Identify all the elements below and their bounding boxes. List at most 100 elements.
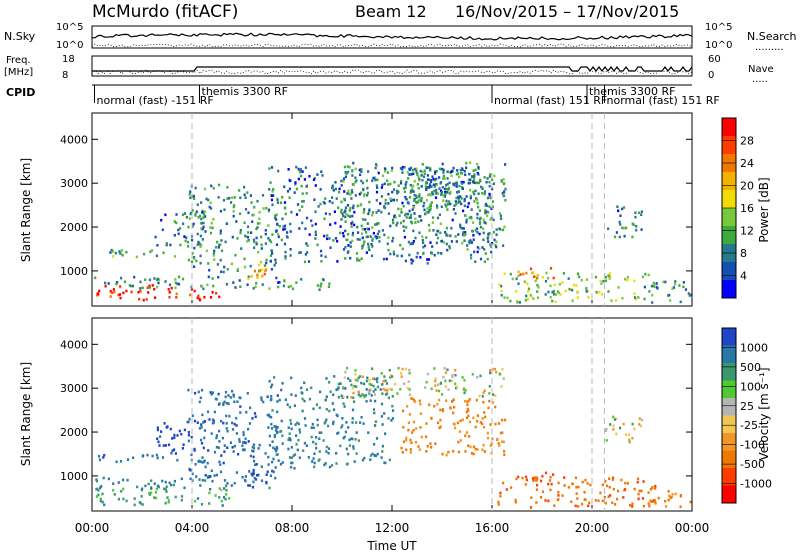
data-cell bbox=[642, 504, 645, 508]
data-cell bbox=[317, 459, 320, 462]
data-cell bbox=[424, 183, 427, 187]
data-cell bbox=[401, 201, 404, 205]
x-tick-label: 20:00 bbox=[575, 521, 610, 535]
data-cell bbox=[360, 170, 363, 173]
data-cell bbox=[468, 172, 471, 176]
data-cell bbox=[429, 193, 432, 197]
data-cell bbox=[160, 218, 163, 222]
data-cell bbox=[489, 243, 492, 246]
data-cell bbox=[223, 400, 226, 404]
data-cell bbox=[256, 199, 259, 203]
data-cell bbox=[209, 475, 212, 479]
data-cell bbox=[168, 481, 171, 485]
data-cell bbox=[222, 270, 225, 274]
data-cell bbox=[401, 247, 404, 251]
data-cell bbox=[688, 294, 691, 297]
data-cell bbox=[631, 235, 634, 239]
data-cell bbox=[206, 283, 209, 287]
data-cell bbox=[154, 235, 157, 239]
data-cell bbox=[325, 450, 328, 453]
data-cell bbox=[471, 175, 474, 178]
data-cell bbox=[624, 488, 627, 491]
data-cell bbox=[454, 212, 457, 215]
data-cell bbox=[483, 450, 486, 453]
data-cell bbox=[561, 494, 564, 497]
data-cell bbox=[515, 290, 518, 293]
data-cell bbox=[375, 437, 379, 440]
data-cell bbox=[435, 170, 438, 173]
data-cell bbox=[345, 172, 348, 175]
data-cell bbox=[303, 417, 307, 420]
data-cell bbox=[251, 274, 254, 278]
data-cell bbox=[253, 476, 256, 480]
data-cell bbox=[337, 386, 340, 389]
data-cell bbox=[130, 290, 133, 294]
data-cell bbox=[314, 442, 318, 446]
data-cell bbox=[502, 244, 505, 247]
data-cell bbox=[172, 483, 175, 487]
data-cell bbox=[381, 392, 384, 395]
data-cell bbox=[329, 223, 332, 226]
data-cell bbox=[360, 257, 363, 260]
data-cell bbox=[294, 181, 297, 184]
data-cell bbox=[599, 491, 602, 495]
data-cell bbox=[371, 213, 374, 217]
colorbar-tick: 24 bbox=[740, 157, 754, 170]
data-cell bbox=[682, 281, 685, 284]
data-cell bbox=[239, 196, 242, 200]
data-cell bbox=[151, 284, 154, 287]
data-cell bbox=[488, 205, 491, 208]
data-cell bbox=[147, 482, 150, 486]
data-cell bbox=[488, 194, 491, 197]
data-cell bbox=[441, 409, 445, 413]
data-cell bbox=[638, 417, 641, 420]
data-cell bbox=[287, 426, 290, 429]
data-cell bbox=[492, 367, 495, 371]
data-cell bbox=[470, 216, 473, 220]
data-cell bbox=[388, 458, 391, 462]
data-cell bbox=[298, 209, 301, 212]
data-cell bbox=[310, 386, 313, 390]
data-cell bbox=[212, 284, 215, 288]
data-cell bbox=[445, 233, 448, 236]
data-cell bbox=[426, 258, 429, 261]
data-cell bbox=[572, 283, 575, 287]
data-cell bbox=[487, 210, 490, 214]
data-cell bbox=[308, 397, 312, 401]
data-cell bbox=[502, 481, 505, 485]
data-cell bbox=[649, 499, 652, 503]
data-cell bbox=[297, 422, 300, 426]
data-cell bbox=[553, 292, 556, 296]
data-cell bbox=[197, 243, 200, 246]
data-cell bbox=[487, 240, 490, 243]
data-cell bbox=[193, 449, 196, 452]
data-cell bbox=[270, 415, 273, 419]
data-cell bbox=[376, 232, 379, 236]
data-cell bbox=[442, 174, 445, 178]
data-cell bbox=[492, 218, 495, 222]
data-cell bbox=[594, 275, 597, 279]
data-cell bbox=[276, 400, 279, 403]
data-cell bbox=[467, 409, 470, 412]
data-cell bbox=[379, 388, 382, 391]
data-cell bbox=[220, 454, 223, 457]
data-cell bbox=[157, 281, 160, 285]
data-cell bbox=[335, 388, 338, 392]
data-cell bbox=[509, 299, 512, 303]
data-cell bbox=[429, 183, 432, 186]
data-cell bbox=[310, 435, 313, 439]
data-cell bbox=[271, 203, 274, 207]
data-cell bbox=[298, 227, 301, 230]
data-cell bbox=[394, 216, 397, 219]
data-cell bbox=[218, 402, 221, 405]
data-cell bbox=[407, 202, 410, 205]
data-cell bbox=[249, 484, 252, 487]
freq-panel: Freq. [MHz] 18 8 60 0 Nave ..... bbox=[4, 54, 774, 85]
data-cell bbox=[519, 273, 522, 276]
data-cell bbox=[210, 184, 213, 188]
data-cell bbox=[536, 483, 539, 487]
data-cell bbox=[211, 391, 215, 394]
data-cell bbox=[94, 276, 97, 280]
data-cell bbox=[516, 300, 519, 303]
data-cell bbox=[497, 500, 500, 504]
